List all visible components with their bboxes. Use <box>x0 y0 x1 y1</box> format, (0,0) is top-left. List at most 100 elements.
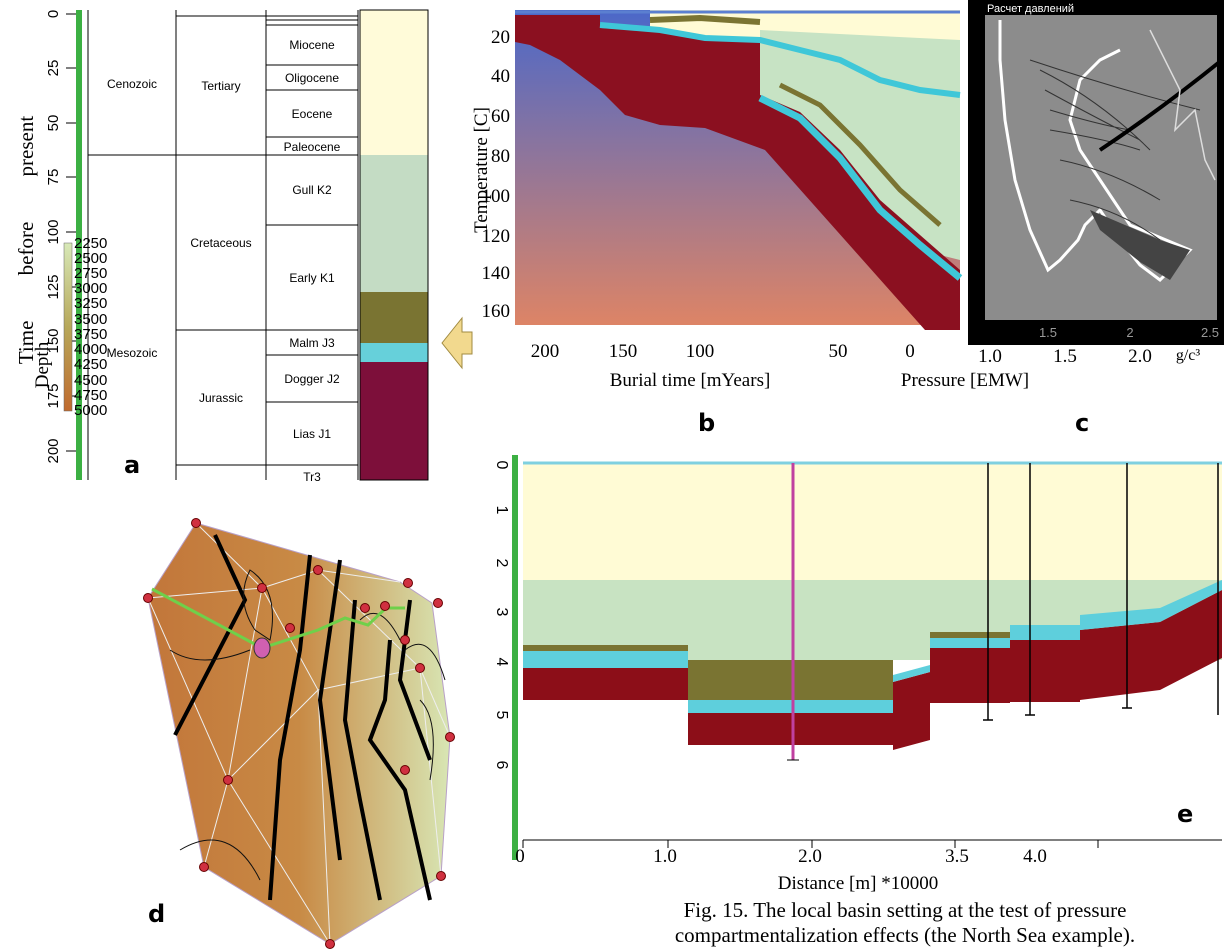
region <box>930 638 1010 648</box>
panel-letter: b <box>698 409 715 437</box>
label: Tr3 <box>303 470 321 484</box>
marker <box>254 638 270 658</box>
tick-label: 4 <box>493 658 510 667</box>
figure: 0 25 50 75 100 125 150 175 200 Time befo… <box>0 0 1226 949</box>
tick-label: 2 <box>1126 325 1133 340</box>
tick-label: 6 <box>493 761 510 770</box>
tick-label: 0 <box>45 10 62 18</box>
tick-label: 50 <box>45 115 62 132</box>
tick-label: 1 <box>493 506 510 515</box>
tick-label: 5000 <box>74 402 107 419</box>
label: Cenozoic <box>107 77 157 91</box>
caption-line: Fig. 15. The local basin setting at the … <box>684 898 1127 922</box>
tick-label: 0 <box>905 341 915 362</box>
region <box>360 343 428 362</box>
tick-label: 1.0 <box>978 346 1002 367</box>
label: Lias J1 <box>293 427 331 441</box>
tick-label: 200 <box>45 438 62 463</box>
well-dot <box>224 776 233 785</box>
strat-column <box>360 10 428 480</box>
region <box>688 660 893 700</box>
axis-label: Pressure [EMW] <box>901 370 1029 391</box>
well-dot <box>286 624 295 633</box>
region <box>930 648 1010 703</box>
tick-label: 2 <box>493 559 510 568</box>
tick-label: 1.5 <box>1039 325 1057 340</box>
axis-label: Time before present <box>14 116 38 365</box>
well-dot <box>258 584 267 593</box>
tick-label: 80 <box>491 146 510 167</box>
panel-letter: c <box>1075 409 1089 437</box>
well-dot <box>192 519 201 528</box>
tick-label: 2.0 <box>798 846 822 867</box>
region <box>64 243 72 411</box>
region <box>512 455 518 860</box>
label: Paleocene <box>284 140 341 154</box>
tick-label: 140 <box>482 263 511 284</box>
label: Mesozoic <box>107 346 158 360</box>
region <box>523 462 1222 592</box>
tick-label: 1.0 <box>653 846 677 867</box>
label: Расчет давлений <box>987 3 1074 15</box>
well-dot <box>404 579 413 588</box>
tick-label: 1.5 <box>1053 346 1077 367</box>
well-dot <box>401 766 410 775</box>
tick-label: 75 <box>45 169 62 186</box>
tick-label: 100 <box>686 341 715 362</box>
shape <box>893 672 930 750</box>
region <box>360 155 428 292</box>
caption: Fig. 15. The local basin setting at the … <box>675 898 1135 947</box>
tick-label: 100 <box>45 219 62 244</box>
tick-label: 125 <box>45 274 62 299</box>
tick-label: 50 <box>829 341 848 362</box>
panel-letter: a <box>124 451 140 479</box>
label: Cretaceous <box>190 236 251 250</box>
tick-label: 20 <box>491 27 510 48</box>
arrow <box>442 318 472 368</box>
label: Jurassic <box>199 391 243 405</box>
well-dot <box>144 594 153 603</box>
tick-label: 4250 <box>74 356 107 373</box>
label: g/c³ <box>1176 347 1201 364</box>
tick-label: 2.0 <box>1128 346 1152 367</box>
label: Dogger J2 <box>284 372 340 386</box>
tick-label: 3.5 <box>945 846 969 867</box>
tick-label: 0 <box>515 846 525 867</box>
caption-line: compartmentalization effects (the North … <box>675 923 1135 947</box>
label: Malm J3 <box>289 336 335 350</box>
region <box>1010 625 1080 640</box>
label: Tertiary <box>201 79 240 93</box>
region <box>688 700 893 713</box>
region <box>360 362 428 480</box>
region <box>360 10 428 155</box>
tick-label: 0 <box>493 461 510 470</box>
well-dot <box>200 863 209 872</box>
tick-label: 25 <box>45 60 62 77</box>
tick-label: 5 <box>493 711 510 720</box>
region <box>688 713 893 745</box>
well-dot <box>326 940 335 949</box>
tick-label: 3250 <box>74 295 107 312</box>
label: Miocene <box>289 38 335 52</box>
tick-label: 160 <box>482 301 511 322</box>
group: Cenozoic Mesozoic Tertiary Cretaceous Ju… <box>107 38 341 484</box>
tick-label: 4.0 <box>1023 846 1047 867</box>
region <box>930 632 1010 638</box>
well-dot <box>381 602 390 611</box>
axis-label: Burial time [mYears] <box>610 370 771 391</box>
panel-letter: d <box>148 900 165 928</box>
region <box>523 651 688 668</box>
tick-label: 150 <box>609 341 638 362</box>
well-dot <box>437 872 446 881</box>
panel-letter: e <box>1177 800 1193 828</box>
label: Oligocene <box>285 71 339 85</box>
tick-label: 3 <box>493 608 510 617</box>
strat-table: Cenozoic Mesozoic Tertiary Cretaceous Ju… <box>88 10 358 484</box>
tick-label: 60 <box>491 106 510 127</box>
tick-label: 40 <box>491 66 510 87</box>
